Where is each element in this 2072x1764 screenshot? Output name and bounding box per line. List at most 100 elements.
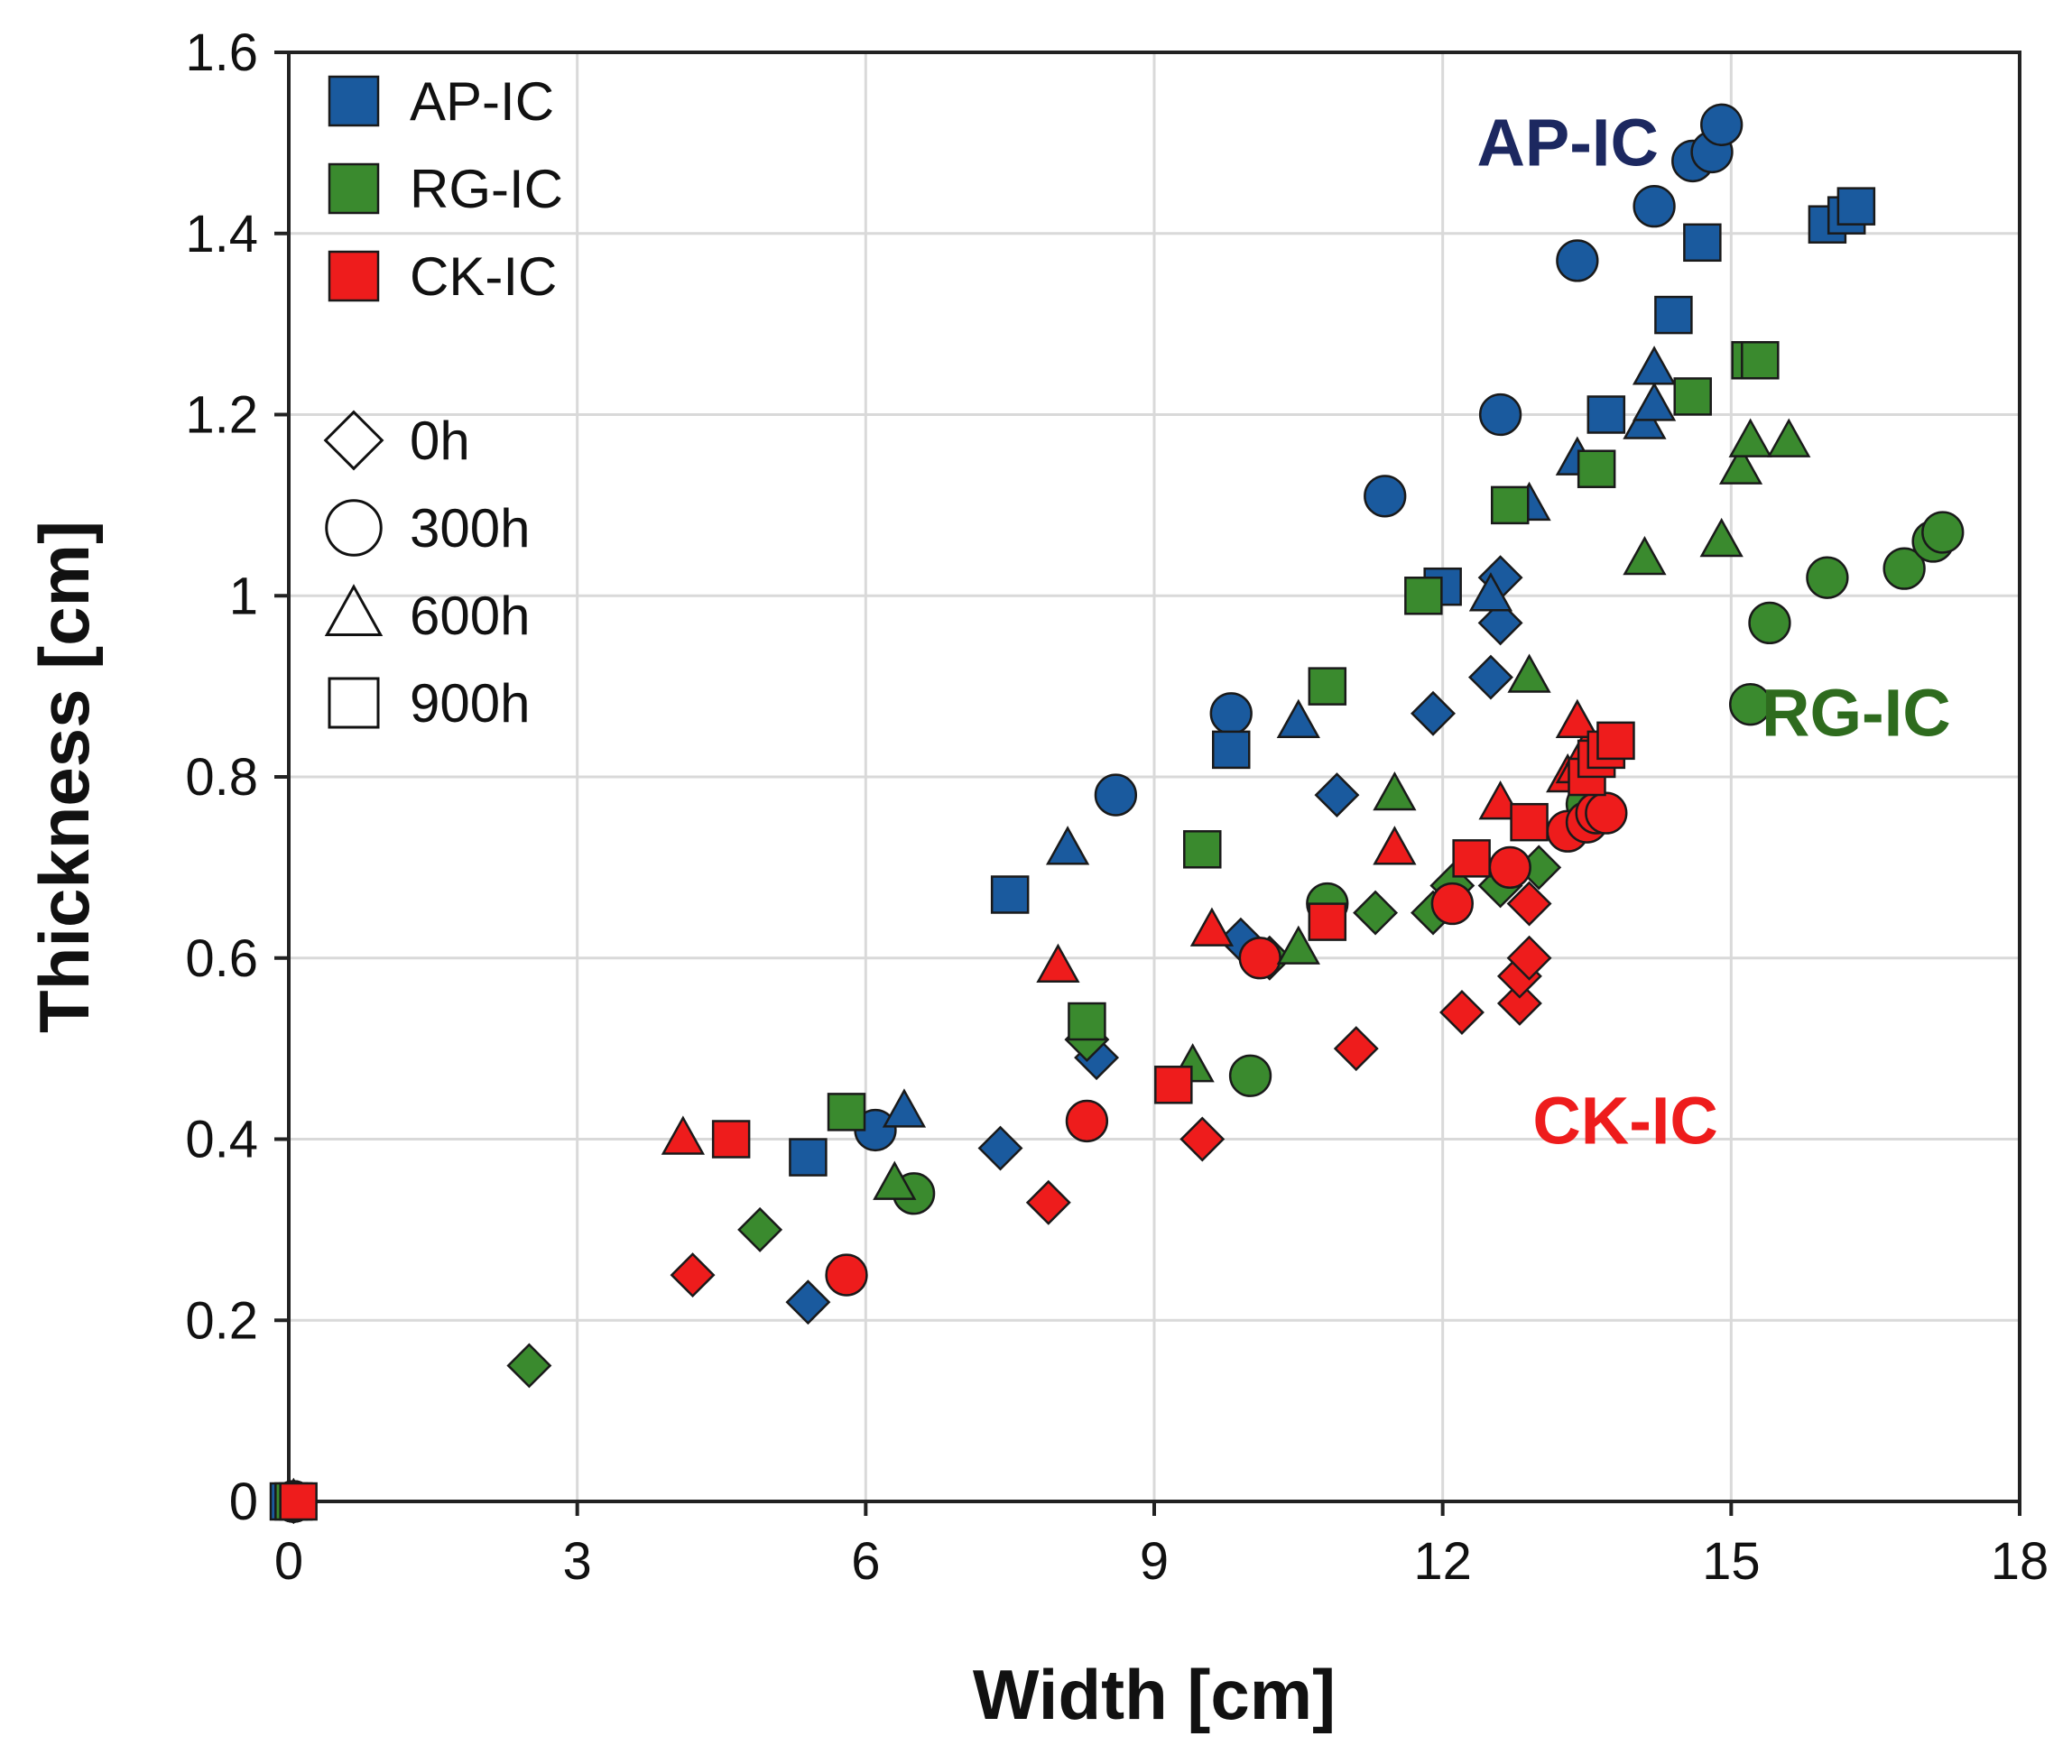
data-point-circle xyxy=(1921,511,1965,554)
data-point-square xyxy=(1586,395,1626,434)
data-point-square xyxy=(990,875,1030,914)
data-point-diamond xyxy=(1439,990,1485,1035)
data-point-square xyxy=(1491,485,1530,525)
data-point-triangle xyxy=(1767,418,1811,457)
y-tick-label: 1.6 xyxy=(185,23,258,82)
data-point-circle xyxy=(1209,692,1253,735)
data-point-diamond xyxy=(506,1343,552,1389)
x-tick-label: 0 xyxy=(274,1532,303,1591)
legend-marker-diamond xyxy=(323,410,384,471)
legend-label: 300h xyxy=(410,498,530,559)
data-point-square xyxy=(1596,721,1635,761)
series-ck-ic-square xyxy=(279,721,1635,1521)
x-axis-title: Width [cm] xyxy=(973,1655,1336,1734)
data-point-diamond xyxy=(737,1206,783,1252)
legend-marker-square xyxy=(328,677,380,729)
data-point-square xyxy=(789,1138,828,1177)
data-point-square xyxy=(1741,341,1780,380)
legend-marker-triangle xyxy=(324,584,384,637)
x-tick-label: 18 xyxy=(1991,1532,2049,1591)
y-tick-label: 1.4 xyxy=(185,205,258,263)
annotation-label: RG-IC xyxy=(1762,676,1951,751)
y-tick-label: 0.6 xyxy=(185,929,258,988)
data-point-triangle xyxy=(1276,925,1320,965)
legend: AP-IC RG-IC CK-IC 0h 300h 600h 900h xyxy=(323,71,563,734)
legend-label: 600h xyxy=(410,586,530,646)
data-point-diamond xyxy=(1314,772,1360,818)
data-point-triangle xyxy=(882,1088,927,1128)
series-ck-ic-triangle xyxy=(272,698,1609,1518)
data-point-triangle xyxy=(1373,771,1417,811)
data-point-square xyxy=(1183,830,1222,869)
data-point-diamond xyxy=(1333,1026,1379,1072)
data-point-square xyxy=(1452,839,1491,878)
y-axis-title: Thickness [cm] xyxy=(24,521,104,1033)
data-point-triangle xyxy=(1555,698,1599,738)
y-tick-label: 0 xyxy=(229,1473,258,1531)
y-tick-label: 0.8 xyxy=(185,748,258,807)
data-point-circle xyxy=(1478,393,1522,437)
x-tick-label: 6 xyxy=(851,1532,880,1591)
data-point-triangle xyxy=(1276,698,1320,738)
data-point-triangle xyxy=(873,1160,917,1200)
annotation-label: CK-IC xyxy=(1532,1083,1718,1158)
data-point-square xyxy=(279,1482,318,1521)
data-point-diamond xyxy=(1025,1179,1071,1225)
data-point-triangle xyxy=(661,1115,706,1155)
legend-swatch xyxy=(328,75,380,127)
series-ck-ic-diamond xyxy=(271,881,1552,1524)
data-point-diamond xyxy=(785,1279,831,1325)
data-points xyxy=(269,103,1965,1524)
data-point-square xyxy=(1673,377,1712,416)
legend-marker-circle xyxy=(325,499,383,557)
grid-lines xyxy=(289,52,2020,1501)
data-point-square xyxy=(1308,667,1347,706)
data-point-circle xyxy=(1748,601,1791,645)
data-point-diamond xyxy=(1353,890,1399,936)
data-point-circle xyxy=(1065,1099,1109,1143)
x-tick-label: 12 xyxy=(1413,1532,1472,1591)
data-point-diamond xyxy=(1179,1116,1226,1162)
x-tick-label: 9 xyxy=(1140,1532,1169,1591)
data-point-circle xyxy=(1728,683,1772,726)
data-point-circle xyxy=(1364,475,1407,518)
data-point-square xyxy=(1654,295,1693,335)
data-point-circle xyxy=(1556,239,1599,282)
legend-label: 900h xyxy=(410,673,530,734)
data-point-circle xyxy=(825,1253,868,1297)
data-point-triangle xyxy=(1632,382,1677,421)
y-tick-label: 0.4 xyxy=(185,1111,258,1169)
data-point-diamond xyxy=(977,1125,1023,1171)
data-point-square xyxy=(1211,730,1251,770)
axis-ticks: 0 3 6 9 12 15 18 0 0.2 0.4 0.6 0.8 1 1.2 1.4 1.6 xyxy=(185,23,2049,1591)
y-tick-label: 0.2 xyxy=(185,1291,258,1350)
data-point-square xyxy=(827,1093,866,1131)
data-point-triangle xyxy=(1623,535,1667,576)
y-tick-label: 1 xyxy=(229,567,258,625)
x-tick-label: 3 xyxy=(563,1532,592,1591)
annotations: AP-IC RG-IC CK-IC xyxy=(1476,105,1950,1158)
data-point-diamond xyxy=(1506,935,1552,981)
data-point-triangle xyxy=(1373,826,1417,865)
data-point-triangle xyxy=(1468,572,1513,612)
data-point-circle xyxy=(1094,773,1138,817)
data-point-triangle xyxy=(1718,445,1763,485)
data-point-diamond xyxy=(1467,654,1513,700)
data-point-triangle xyxy=(1728,418,1772,457)
data-point-circle xyxy=(1700,103,1744,146)
data-point-square xyxy=(1404,577,1443,615)
series-rg-ic-square xyxy=(274,341,1780,1521)
series-ap-ic-square xyxy=(269,187,1876,1521)
data-point-triangle xyxy=(1189,907,1235,947)
data-point-square xyxy=(1836,187,1876,226)
legend-label: CK-IC xyxy=(410,246,557,307)
y-tick-label: 1.2 xyxy=(185,386,258,445)
data-point-diamond xyxy=(1506,881,1552,927)
data-point-circle xyxy=(1430,882,1474,926)
data-point-circle xyxy=(1882,547,1926,590)
data-point-diamond xyxy=(1477,600,1523,646)
legend-swatch xyxy=(328,162,380,215)
data-point-triangle xyxy=(1699,517,1744,558)
data-point-triangle xyxy=(1036,943,1080,983)
